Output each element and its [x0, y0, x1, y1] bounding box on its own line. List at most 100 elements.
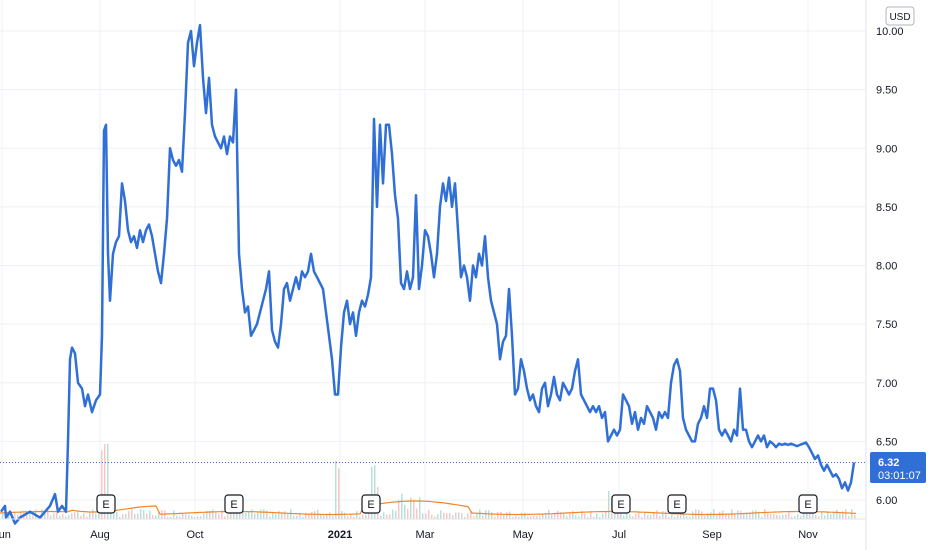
volume-bar	[401, 493, 403, 519]
volume-bar	[467, 513, 469, 519]
volume-bar	[548, 509, 550, 519]
volume-bar	[179, 516, 181, 519]
volume-bar	[338, 468, 340, 519]
price-axis[interactable]: 10.00 9.50 9.00 8.50 8.00 7.50 7.00 6.50 6.00	[876, 26, 904, 507]
volume-bar	[56, 512, 58, 519]
volume-bar	[209, 511, 211, 519]
x-tick-label: Mar	[416, 529, 435, 541]
volume-bar	[371, 466, 373, 519]
volume-bar	[806, 513, 808, 519]
volume-bar	[461, 513, 463, 519]
volume-bar	[455, 512, 457, 519]
volume-bar	[449, 513, 451, 519]
earnings-marker-box	[224, 494, 244, 514]
volume-bar	[134, 514, 136, 519]
volume-bar	[800, 516, 802, 519]
earnings-marker[interactable]: E	[611, 494, 631, 514]
earnings-marker-label: E	[673, 499, 680, 511]
volume-bar	[413, 500, 415, 519]
volume-bar	[791, 516, 793, 519]
volume-bar	[566, 516, 568, 519]
volume-bar	[98, 513, 100, 519]
volume-bar	[503, 514, 505, 519]
volume-bar	[683, 514, 685, 519]
countdown-timer: 03:01:07	[878, 470, 921, 482]
volume-bars	[2, 443, 856, 519]
volume-bar	[332, 515, 334, 519]
volume-bar	[221, 509, 223, 519]
volume-bar	[71, 513, 73, 519]
x-tick-label: Jul	[612, 529, 626, 541]
earnings-marker-label: E	[617, 499, 624, 511]
volume-bar	[701, 511, 703, 519]
volume-bar	[143, 510, 145, 519]
volume-bar	[80, 515, 82, 519]
x-tick-label: Nov	[798, 529, 818, 541]
volume-bar	[122, 514, 124, 519]
volume-bar	[617, 510, 619, 519]
volume-bar	[416, 508, 418, 519]
earnings-marker[interactable]: E	[361, 494, 381, 514]
volume-bar	[488, 510, 490, 519]
volume-bar	[452, 515, 454, 519]
volume-bar	[677, 515, 679, 519]
volume-bar	[374, 465, 376, 519]
volume-bar	[26, 511, 28, 519]
volume-bar	[68, 515, 70, 519]
volume-bar	[287, 514, 289, 519]
volume-bar	[725, 513, 727, 519]
volume-bar	[539, 516, 541, 519]
volume-bar	[194, 516, 196, 519]
volume-bar	[851, 509, 853, 519]
earnings-marker[interactable]: E	[96, 494, 116, 514]
volume-bar	[569, 513, 571, 519]
volume-bar	[248, 511, 250, 519]
volume-bar	[650, 515, 652, 519]
volume-bar	[743, 514, 745, 519]
volume-bar	[206, 510, 208, 519]
earnings-marker[interactable]: E	[667, 494, 687, 514]
volume-bar	[542, 514, 544, 519]
volume-bar	[491, 512, 493, 519]
volume-bar	[164, 510, 166, 519]
volume-bar	[827, 511, 829, 519]
volume-bar	[356, 511, 358, 519]
volume-bar	[434, 516, 436, 519]
currency-badge[interactable]: USD	[885, 6, 915, 26]
volume-bar	[773, 514, 775, 519]
volume-bar	[392, 509, 394, 519]
earnings-marker[interactable]: E	[224, 494, 244, 514]
volume-bar	[323, 515, 325, 519]
volume-bar	[200, 516, 202, 519]
volume-bar	[812, 509, 814, 519]
volume-bar	[299, 512, 301, 519]
volume-bar	[197, 516, 199, 519]
volume-bar	[485, 510, 487, 519]
earnings-marker-box	[798, 494, 818, 514]
volume-bar	[314, 511, 316, 519]
volume-bar	[842, 511, 844, 519]
time-axis[interactable]: Jun Aug Oct 2021 Mar May Jul Sep Nov	[0, 529, 818, 541]
volume-bar	[716, 515, 718, 519]
volume-bar	[497, 512, 499, 519]
volume-bar	[341, 511, 343, 519]
earnings-marker[interactable]: E	[798, 494, 818, 514]
volume-bar	[152, 514, 154, 519]
earnings-marker-label: E	[102, 499, 109, 511]
earnings-marker-label: E	[367, 499, 374, 511]
volume-bar	[386, 514, 388, 519]
volume-bar	[593, 516, 595, 519]
volume-bar	[245, 513, 247, 519]
volume-bar	[293, 515, 295, 519]
volume-bar	[446, 513, 448, 519]
volume-bar	[380, 515, 382, 519]
volume-bar	[347, 516, 349, 519]
volume-bar	[821, 511, 823, 519]
volume-bar	[662, 511, 664, 519]
volume-bar	[278, 510, 280, 519]
volume-bar	[218, 514, 220, 519]
volume-bar	[302, 516, 304, 519]
volume-bar	[227, 514, 229, 519]
volume-bar	[551, 514, 553, 519]
